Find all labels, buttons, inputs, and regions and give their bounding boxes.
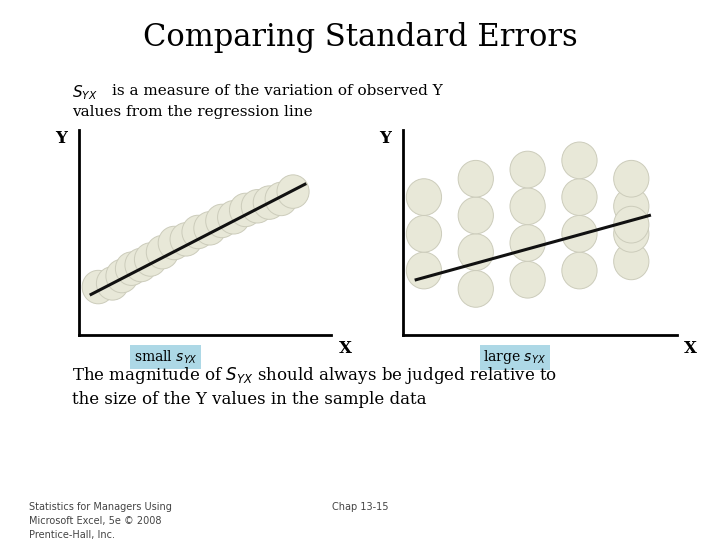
Ellipse shape xyxy=(510,188,545,225)
Text: Comparing Standard Errors: Comparing Standard Errors xyxy=(143,22,577,52)
Ellipse shape xyxy=(458,197,493,234)
Ellipse shape xyxy=(458,160,493,197)
Ellipse shape xyxy=(458,271,493,307)
Text: X: X xyxy=(338,340,351,357)
Ellipse shape xyxy=(562,215,597,252)
Ellipse shape xyxy=(182,215,214,249)
Ellipse shape xyxy=(241,190,274,223)
Ellipse shape xyxy=(510,151,545,188)
Ellipse shape xyxy=(253,186,285,219)
Text: Y: Y xyxy=(379,130,391,146)
Ellipse shape xyxy=(510,225,545,261)
Ellipse shape xyxy=(613,243,649,280)
Ellipse shape xyxy=(194,212,226,245)
Ellipse shape xyxy=(613,160,649,197)
Text: The magnitude of $S_{YX}$ should always be judged relative to: The magnitude of $S_{YX}$ should always … xyxy=(72,364,557,386)
Ellipse shape xyxy=(158,226,190,260)
Text: large $s_{YX}$: large $s_{YX}$ xyxy=(483,348,546,366)
Ellipse shape xyxy=(135,243,166,276)
Ellipse shape xyxy=(115,252,148,286)
Text: Chap 13-15: Chap 13-15 xyxy=(332,502,388,512)
Ellipse shape xyxy=(458,234,493,271)
Text: values from the regression line: values from the regression line xyxy=(72,105,312,119)
Ellipse shape xyxy=(562,252,597,289)
Ellipse shape xyxy=(562,179,597,215)
Text: $S_{YX}$: $S_{YX}$ xyxy=(72,84,98,103)
Ellipse shape xyxy=(406,252,441,289)
Ellipse shape xyxy=(217,200,250,234)
Ellipse shape xyxy=(82,271,114,304)
Ellipse shape xyxy=(406,215,441,252)
Text: is a measure of the variation of observed Y: is a measure of the variation of observe… xyxy=(112,84,442,98)
Ellipse shape xyxy=(510,261,545,298)
Ellipse shape xyxy=(613,215,649,252)
Ellipse shape xyxy=(562,142,597,179)
Ellipse shape xyxy=(106,259,138,293)
Ellipse shape xyxy=(277,175,309,208)
Ellipse shape xyxy=(406,179,441,215)
Text: Statistics for Managers Using
Microsoft Excel, 5e © 2008
Prentice-Hall, Inc.: Statistics for Managers Using Microsoft … xyxy=(29,502,171,540)
Ellipse shape xyxy=(96,267,129,300)
Ellipse shape xyxy=(613,188,649,225)
Text: X: X xyxy=(684,340,697,357)
Ellipse shape xyxy=(146,235,179,269)
Text: the size of the Y values in the sample data: the size of the Y values in the sample d… xyxy=(72,392,426,408)
Ellipse shape xyxy=(206,204,238,238)
Ellipse shape xyxy=(613,206,649,243)
Ellipse shape xyxy=(170,222,202,256)
Text: Y: Y xyxy=(55,130,67,146)
Ellipse shape xyxy=(125,248,157,282)
Ellipse shape xyxy=(230,193,261,227)
Ellipse shape xyxy=(265,182,297,215)
Text: small $s_{YX}$: small $s_{YX}$ xyxy=(134,348,197,366)
